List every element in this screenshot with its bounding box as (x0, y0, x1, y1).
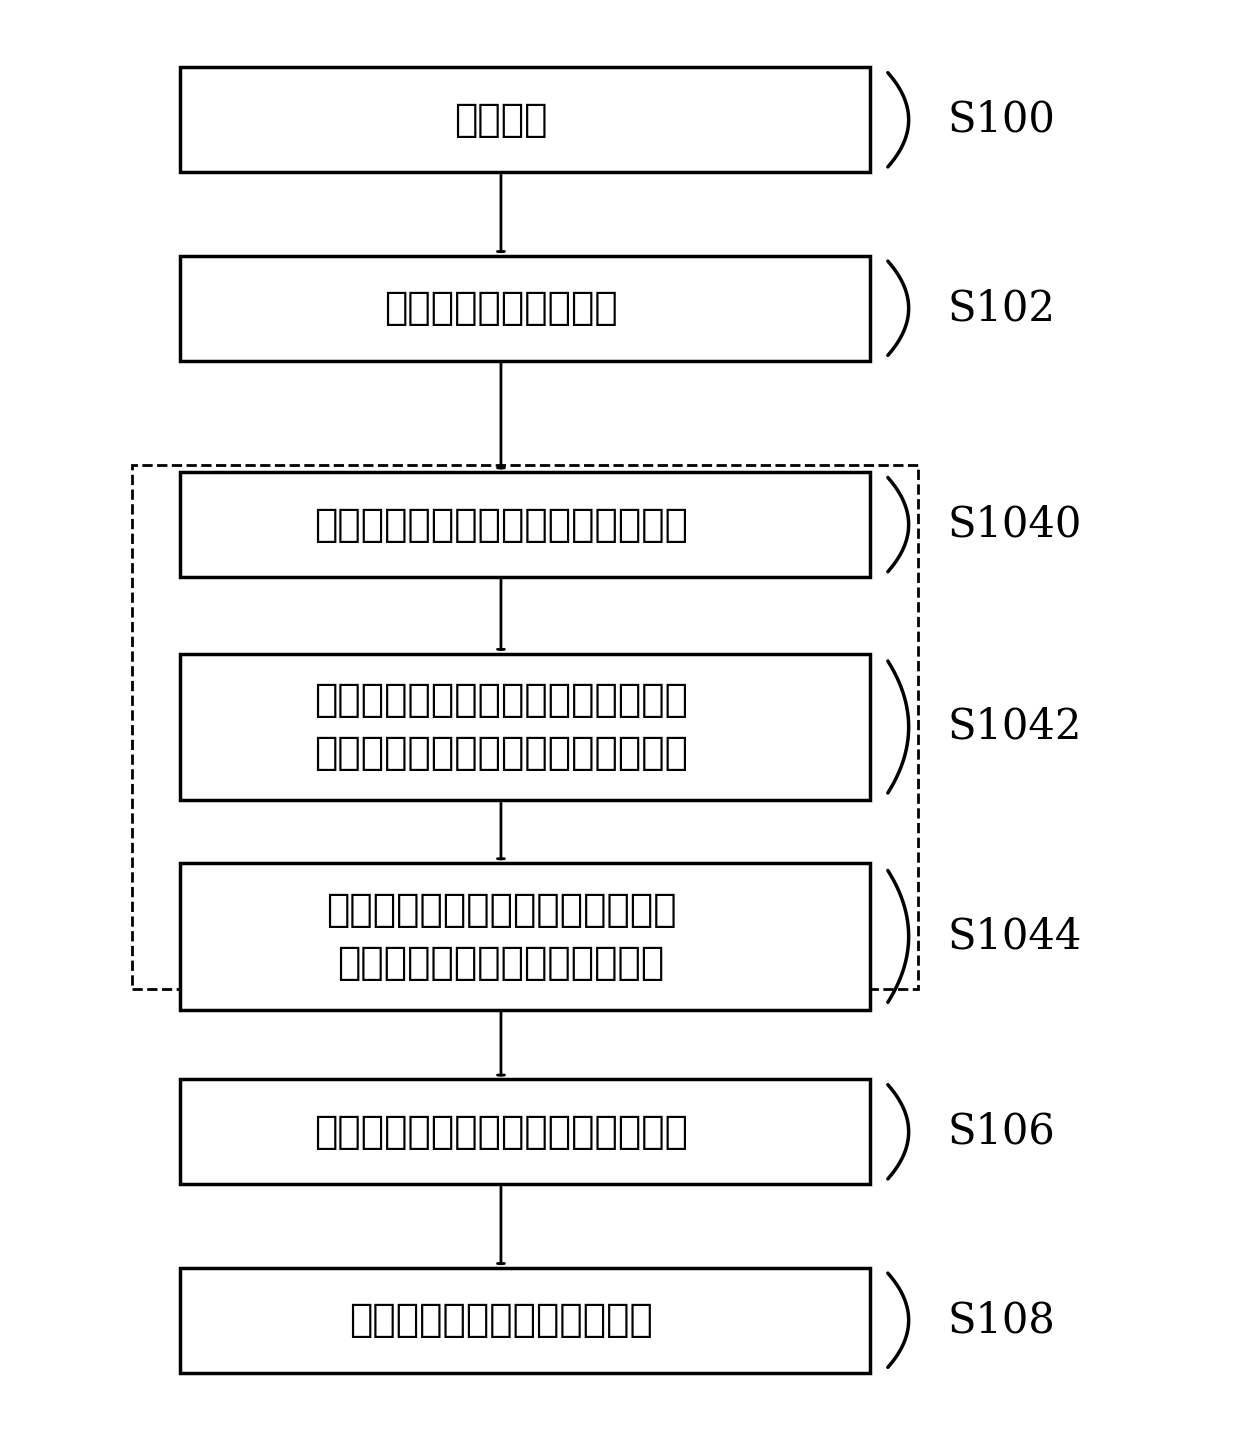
Bar (180, 1268, 870, 1373)
Text: S1042: S1042 (947, 707, 1081, 747)
Bar (180, 654, 870, 800)
Text: 在有机发光层上形成上部电极: 在有机发光层上形成上部电极 (348, 1301, 653, 1339)
Text: S108: S108 (947, 1300, 1055, 1341)
Bar (180, 1079, 870, 1184)
Bar (131, 465, 918, 989)
Text: 用光刻法在下部电极上形成点阵区域: 用光刻法在下部电极上形成点阵区域 (314, 506, 688, 544)
Text: S1044: S1044 (947, 916, 1081, 957)
Text: 制备衬底: 制备衬底 (454, 100, 548, 138)
Text: 在纳米线或纳米棒阵列的间隙中填
充透明介电材料形成介电材料层: 在纳米线或纳米棒阵列的间隙中填 充透明介电材料形成介电材料层 (326, 891, 676, 981)
Bar (180, 256, 870, 361)
Text: 在纳米发光控制层上形成有机发光层: 在纳米发光控制层上形成有机发光层 (314, 1112, 688, 1150)
Text: S100: S100 (947, 99, 1055, 141)
Text: S1040: S1040 (947, 503, 1081, 545)
Bar (180, 67, 870, 172)
Bar (180, 864, 870, 1009)
Text: 利用水热法在点阵区域中生长纳米线
或纳米棒以形成纳米线或纳米棒阵列: 利用水热法在点阵区域中生长纳米线 或纳米棒以形成纳米线或纳米棒阵列 (314, 682, 688, 772)
Text: S102: S102 (947, 288, 1055, 329)
Text: S106: S106 (947, 1111, 1055, 1153)
Text: 在衬底上形成下部电极: 在衬底上形成下部电极 (384, 289, 618, 327)
Bar (180, 473, 870, 577)
